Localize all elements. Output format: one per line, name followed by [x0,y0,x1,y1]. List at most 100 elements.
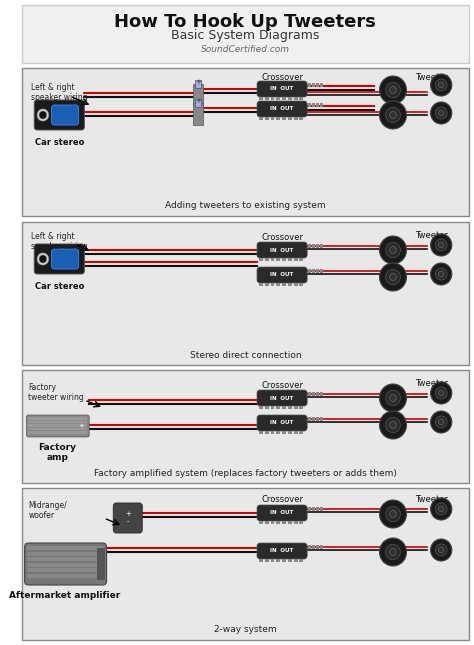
Circle shape [390,395,396,401]
Circle shape [430,102,452,124]
FancyBboxPatch shape [25,543,107,585]
Circle shape [436,107,447,119]
Circle shape [380,538,407,566]
Bar [195,80,201,88]
Circle shape [385,83,401,97]
Text: Factory amplified system (replaces factory tweeters or adds them): Factory amplified system (replaces facto… [94,468,397,477]
Circle shape [390,421,396,428]
Bar [312,244,315,248]
Text: How To Hook Up Tweeters: How To Hook Up Tweeters [115,13,376,31]
Bar [193,103,203,125]
Bar [271,406,274,409]
Bar [264,559,269,562]
Text: +
-: + - [125,511,131,524]
Circle shape [385,417,401,433]
Circle shape [39,111,47,119]
Bar [264,521,269,524]
Bar [259,431,263,434]
Bar [22,488,469,640]
Text: Crossover: Crossover [261,495,303,504]
Bar [22,222,469,365]
Text: Factory
amp: Factory amp [38,443,76,462]
Text: Adding tweeters to existing system: Adding tweeters to existing system [165,201,326,210]
Bar [308,83,311,87]
Bar [264,258,269,261]
Bar [276,97,280,100]
FancyBboxPatch shape [257,242,307,258]
Bar [316,83,319,87]
Bar [319,507,323,511]
Circle shape [37,109,49,121]
Bar [294,97,298,100]
Bar [27,562,104,566]
Bar [294,406,298,409]
Bar [271,97,274,100]
FancyBboxPatch shape [34,244,84,274]
Bar [308,392,311,396]
Bar [288,406,292,409]
Text: Crossover: Crossover [261,381,303,390]
FancyBboxPatch shape [27,415,89,437]
Text: SoundCertified.com: SoundCertified.com [201,46,290,54]
Circle shape [438,243,444,248]
Text: Basic System Diagrams: Basic System Diagrams [171,30,319,43]
Circle shape [430,263,452,285]
Circle shape [438,110,444,115]
Bar [319,417,323,421]
Bar [193,84,203,106]
Bar [308,417,311,421]
Text: Aftermarket amplifier: Aftermarket amplifier [9,591,121,600]
Bar [27,557,104,561]
Bar [300,521,303,524]
Circle shape [380,76,407,104]
Text: Tweeter: Tweeter [415,232,448,241]
Bar [259,117,263,120]
Bar [319,269,323,273]
Circle shape [390,246,396,253]
Bar [264,97,269,100]
Bar [300,559,303,562]
FancyBboxPatch shape [34,100,84,130]
Bar [300,258,303,261]
Bar [316,103,319,107]
Bar [27,551,104,555]
Bar [294,117,298,120]
Circle shape [436,387,447,399]
Circle shape [430,382,452,404]
Bar [276,521,280,524]
Bar [282,406,286,409]
Bar [276,117,280,120]
Bar [308,545,311,549]
Circle shape [436,416,447,428]
Text: Crossover: Crossover [261,232,303,241]
Bar [27,573,104,577]
Bar [259,97,263,100]
Circle shape [380,236,407,264]
Circle shape [385,544,401,560]
Text: IN  OUT: IN OUT [271,548,294,553]
Circle shape [436,503,447,515]
FancyBboxPatch shape [257,267,307,283]
Circle shape [430,74,452,96]
Bar [288,117,292,120]
Bar [27,546,104,550]
FancyBboxPatch shape [257,81,307,97]
Bar [308,269,311,273]
Bar [271,283,274,286]
FancyBboxPatch shape [257,415,307,431]
Bar [22,5,469,63]
Bar [316,244,319,248]
Circle shape [438,390,444,396]
Text: Tweeter: Tweeter [415,72,448,81]
Bar [288,283,292,286]
Circle shape [39,255,47,263]
Bar [276,559,280,562]
Text: Crossover: Crossover [261,72,303,81]
Bar [312,417,315,421]
Bar [28,421,87,423]
Bar [259,283,263,286]
Bar [300,283,303,286]
Circle shape [430,411,452,433]
Bar [288,431,292,434]
Bar [319,103,323,107]
